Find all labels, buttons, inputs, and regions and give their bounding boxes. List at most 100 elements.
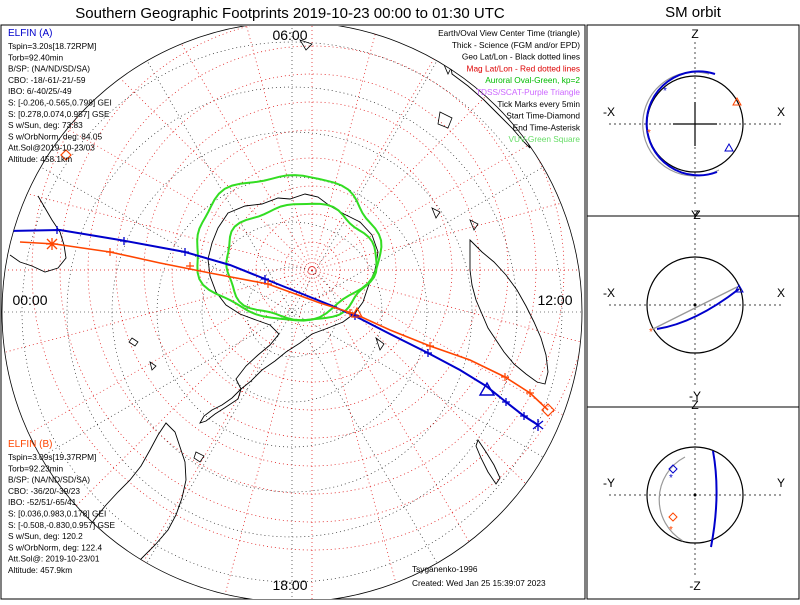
elfin-b-info-line: IBO: -52/51/-65/41 (8, 497, 77, 507)
legend-entry: VUV-Green Square (509, 134, 581, 144)
legend-entry: Auroral Oval-Green, kp=2 (485, 75, 580, 85)
elfin-b-info-line: S w/OrbNorm, deg: 122.4 (8, 542, 102, 552)
legend-entry: TDSS/SCAT-Purple Triangle (476, 87, 580, 97)
figure-title: Southern Geographic Footprints 2019-10-2… (75, 5, 505, 22)
orbit-label-top: Y (691, 208, 699, 222)
elfin-a-orbit-path (710, 450, 718, 548)
antarctica-coastline (207, 193, 379, 390)
earth-circle (646, 256, 744, 354)
islands-coastline (128, 39, 479, 463)
elfin-a-orbit-path (645, 70, 718, 177)
elfin-a-tick (120, 237, 128, 245)
elfin-b-info-line: S w/Sun, deg: 120.2 (8, 531, 83, 541)
elfin-b-orbit-asterisk: * (649, 327, 653, 338)
clock-label-right: 12:00 (537, 292, 572, 308)
elfin-b-orbit-asterisk: * (669, 525, 673, 536)
elfin-b-info-line: S: [0.036,0.983,0.178] GEI (8, 509, 106, 519)
orbit-label-bottom: -Y (689, 389, 701, 403)
elfin-b-header: ELFIN (B) (8, 439, 52, 450)
elfin-b-tick (186, 262, 194, 270)
elfin-b-track (19, 241, 549, 411)
legend-entry: Thick - Science (FGM and/or EPD) (452, 40, 580, 50)
elfin-a-info-line: IBO: 6/-40/25/-49 (8, 86, 72, 96)
orbit-frame (586, 24, 800, 600)
elfin-a-info-line: Att.Sol@2019-10-23/03 (8, 143, 95, 153)
legend-entry: Earth/Oval View Center Time (triangle) (438, 28, 580, 38)
elfin-a-info-line: S: [-0.206,-0.565,0.798] GEI (8, 98, 112, 108)
elfin-a-info-line: S w/OrbNorm, deg: 84.05 (8, 131, 102, 141)
orbit-label-right: X (777, 286, 785, 300)
geo-lat-circle (156, 176, 428, 448)
elfin-b-tick (264, 280, 272, 288)
elfin-a-header: ELFIN (A) (8, 28, 52, 39)
legend-entry: Start Time-Diamond (506, 111, 580, 121)
elfin-a-info: ELFIN (A) Tspin=3.20s[18.72RPM]Torb=92.4… (8, 28, 112, 164)
elfin-b-view-triangle (350, 306, 364, 318)
legend-entry: Mag Lat/Lon - Red dotted lines (467, 63, 580, 73)
orbit-label-left: -Y (603, 476, 615, 490)
elfin-a-info-line: CBO: -18/-61/-21/-59 (8, 75, 86, 85)
created-credit: Created: Wed Jan 25 15:39:07 2023 (412, 578, 546, 588)
orbit-label-top: Z (691, 398, 698, 412)
orbit-label-bottom: -Z (689, 579, 700, 593)
elfin-a-tick (53, 226, 61, 234)
elfin-a-orbit-asterisk: * (663, 86, 667, 97)
orbit-panel-1: Z -Z -X X * * (603, 27, 785, 222)
elfin-a-info-line: S w/Sun, deg: 73.83 (8, 120, 83, 130)
sm-orbit-panels: Z -Z -X X * * Y -Y -X X * Z -Z -Y Y * * (603, 27, 785, 593)
elfin-b-info-line: Torb=92.23min (8, 463, 64, 473)
elfin-b-info-line: Altitude: 457.9km (8, 565, 72, 575)
auroral-oval-inner (225, 202, 378, 322)
elfin-b-info-line: Tspin=3.09s[19.37RPM] (8, 452, 96, 462)
elfin-b-start-diamond (60, 149, 72, 161)
elfin-a-orbit-asterisk: * (669, 473, 673, 484)
earth-circle (646, 446, 744, 544)
elfin-a-orbit-triangle (734, 283, 744, 293)
elfin-b-info-line: Att.Sol@: 2019-10-23/01 (8, 554, 100, 564)
elfin-a-orbit-path (656, 288, 740, 330)
elfin-a-info-line: B/SP: (NA/ND/SD/SA) (8, 64, 90, 74)
elfin-a-info-line: Tspin=3.20s[18.72RPM] (8, 41, 96, 51)
elfin-a-tick (424, 349, 432, 357)
elfin-b-orbit-path (658, 456, 686, 542)
elfin-b-start-asterisk (46, 238, 58, 250)
elfin-b-info-line: S: [-0.508,-0.830,0.957] GSE (8, 520, 115, 530)
elfin-b-info-line: CBO: -36/20/-39/23 (8, 486, 80, 496)
legend: Earth/Oval View Center Time (triangle) Th… (438, 28, 581, 144)
elfin-a-view-triangle (478, 381, 496, 396)
antarctic-peninsula (199, 388, 242, 424)
legend-entry: End Time-Asterisk (513, 122, 581, 132)
elfin-a-tick (520, 412, 528, 420)
elfin-a-info-line: Altitude: 458.1km (8, 154, 72, 164)
elfin-a-info-line: Torb=92.40min (8, 52, 64, 62)
mag-latlon-grid (2, 26, 582, 599)
legend-entry: Tick Marks every 5min (497, 99, 580, 109)
australia-coastline (469, 238, 549, 385)
orbit-label-top: Z (691, 27, 698, 41)
elfin-a-tick (502, 398, 510, 406)
legend-entry: Geo Lat/Lon - Black dotted lines (462, 52, 580, 62)
elfin-b-tick (346, 309, 354, 317)
geo-lat-circle (21, 41, 563, 583)
elfin-b-orbit-triangle (732, 96, 742, 106)
orbit-panel-3: Z -Z -Y Y * * (603, 398, 785, 593)
clock-label-top: 06:00 (272, 27, 307, 43)
elfin-b-tick (501, 373, 509, 381)
orbit-label-right: Y (777, 476, 785, 490)
elfin-b-info-line: B/SP: (NA/ND/SD/SA) (8, 475, 90, 485)
orbit-label-bottom: -Z (689, 208, 700, 222)
elfin-a-tick (261, 275, 269, 283)
elfin-a-info-line: S: [0.278,0.074,0.957] GSE (8, 109, 110, 119)
orbit-panel-2: Y -Y -X X * (603, 208, 785, 403)
elfin-b-orbit-diamond (668, 512, 678, 522)
elfin-b-tick (526, 389, 534, 397)
geo-lon-line (32, 161, 552, 463)
geo-lat-circle (201, 221, 383, 403)
elfin-b-tick (106, 248, 114, 256)
auroral-ovals (196, 174, 383, 322)
orbit-label-left: -X (603, 105, 615, 119)
elfin-a-tick (181, 248, 189, 256)
new-zealand-coastline (475, 438, 501, 485)
elfin-a-end-asterisk (532, 419, 544, 431)
